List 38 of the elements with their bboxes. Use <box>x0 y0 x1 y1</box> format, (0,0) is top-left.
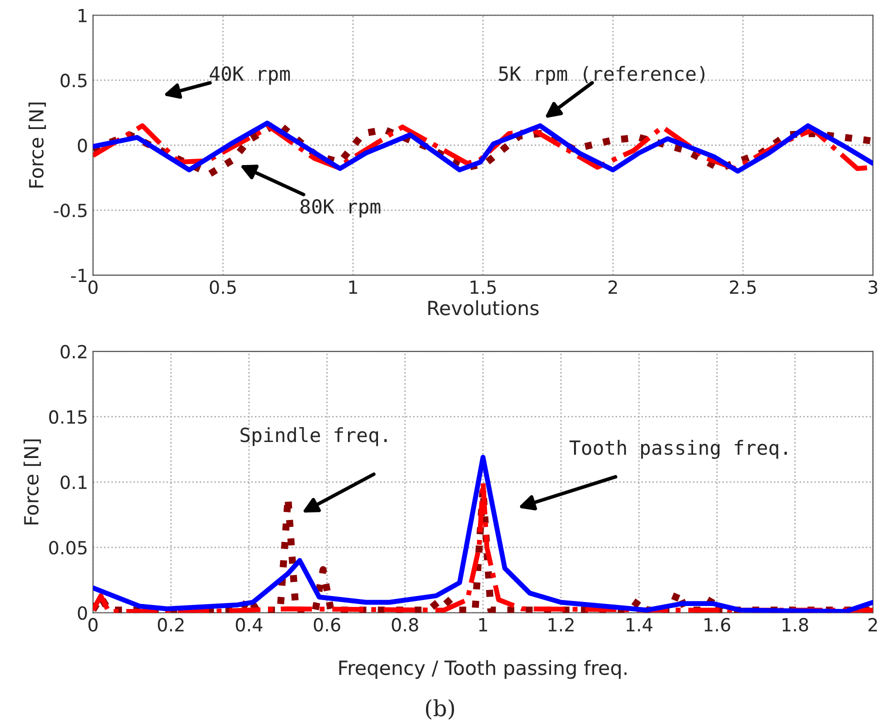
y-tick-label: 0.2 <box>60 344 86 358</box>
x-tick-label: 0.2 <box>158 618 184 632</box>
annotation: 80K rpm <box>300 199 380 218</box>
x-tick-label: 3 <box>868 280 878 294</box>
x-tick-label: 1 <box>479 618 488 632</box>
y-axis-title: Force [N] <box>24 439 41 524</box>
x-tick-label: 1.8 <box>782 618 808 632</box>
x-tick-label: 1.5 <box>470 280 496 294</box>
y-tick-label: 0.5 <box>60 74 87 88</box>
y-tick-label: 1 <box>78 8 86 22</box>
x-tick-label: 1.2 <box>548 618 574 632</box>
annotation: 40K rpm <box>210 66 290 85</box>
y-tick-label: 0.15 <box>49 410 87 424</box>
x-tick-label: 1.4 <box>626 618 652 632</box>
y-tick-label: 0 <box>78 606 87 620</box>
x-tick-label: 1 <box>349 280 358 294</box>
x-axis-title: Revolutions <box>428 300 539 316</box>
x-tick-label: 0.5 <box>210 280 236 294</box>
x-tick-label: 2 <box>868 618 877 632</box>
x-tick-label: 2 <box>608 280 617 294</box>
annotation: 5K rpm (reference) <box>499 66 704 85</box>
x-tick-label: 2.5 <box>730 280 756 294</box>
annotation: Spindle freq. <box>240 427 387 446</box>
text: (b) <box>426 699 454 720</box>
x-tick-label: 0 <box>88 280 98 294</box>
y-tick-label: 0.1 <box>60 476 86 490</box>
y-tick-label: 0 <box>78 138 87 152</box>
y-tick-label: -1 <box>71 268 86 282</box>
x-tick-label: 0.4 <box>236 618 262 632</box>
x-axis-title: Freqency / Tooth passing freq. <box>339 660 626 679</box>
y-axis-title: Force [N] <box>28 102 46 188</box>
x-tick-label: 0 <box>88 618 98 632</box>
annotation: Tooth passing freq. <box>570 440 787 459</box>
y-tick-label: -0.5 <box>54 204 87 218</box>
x-tick-label: 0.6 <box>314 618 340 632</box>
y-tick-label: 0.05 <box>49 540 87 555</box>
x-tick-label: 1.6 <box>704 618 730 632</box>
x-tick-label: 0.8 <box>392 618 418 632</box>
